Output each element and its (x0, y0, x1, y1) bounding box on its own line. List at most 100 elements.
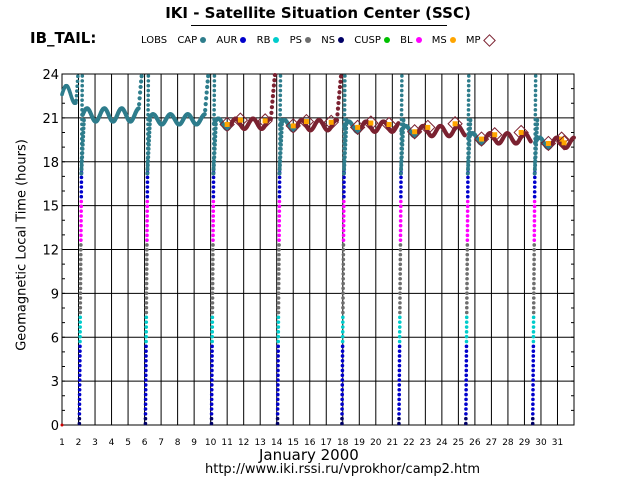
trace-point-aur (399, 180, 403, 185)
trace-point-rb (144, 339, 148, 344)
trace-point-ps (78, 272, 83, 276)
trace-point-cap (466, 79, 471, 83)
trace-point-aur (210, 363, 214, 368)
mp-crossing-marker (420, 119, 436, 136)
trace-point-aur (210, 383, 214, 387)
cap-data-point (136, 106, 141, 111)
trace-point-bl (145, 219, 149, 223)
trace-point-cap (399, 103, 404, 107)
cap-data-point (81, 134, 86, 139)
trace-point-aur (143, 402, 148, 407)
trace-point-ps (464, 310, 469, 315)
trace-point-ps (78, 267, 83, 271)
trace-point-cap (466, 88, 471, 93)
trace-point-ps (144, 267, 149, 271)
mp-crossing-marker (487, 127, 503, 143)
mp-crossing-marker (447, 116, 463, 132)
trace-point-ps (465, 281, 469, 286)
trace-point-ns (143, 421, 148, 426)
trace-point-ps (211, 252, 215, 257)
trace-point-bl (277, 214, 282, 218)
trace-point-aur (277, 190, 282, 194)
trace-point-aur (276, 383, 280, 387)
trace-point-aur (342, 180, 346, 185)
trace-point-bl (79, 219, 83, 223)
trace-point-ps (398, 291, 402, 296)
trace-point-cap (212, 108, 216, 112)
trace-point-bl (341, 219, 346, 223)
trace-point-ps (398, 310, 402, 315)
trace-point-rb (464, 315, 469, 320)
trace-point-bl (145, 209, 150, 213)
trace-point-aur (145, 190, 150, 194)
x-tick-label: 26 (469, 438, 481, 448)
trace-point-bl (398, 204, 403, 209)
cap-data-point (80, 155, 85, 160)
trace-point-aur (532, 185, 537, 189)
trace-point-rb (464, 325, 469, 329)
trace-point-aur (397, 387, 402, 392)
ms-data-point (412, 129, 418, 135)
trace-point-bl (79, 238, 83, 242)
trace-point-aur (276, 378, 280, 382)
cap-data-point (211, 163, 216, 168)
x-tick-label: 10 (205, 438, 217, 448)
y-tick-label: 24 (42, 68, 59, 83)
trace-point-rb (531, 334, 536, 339)
trace-point-aur (276, 349, 280, 353)
trace-point-aur (275, 402, 280, 407)
trace-point-ps (341, 252, 346, 257)
x-tick-label: 18 (337, 438, 349, 448)
cap-data-point (146, 155, 151, 160)
trace-point-ps (532, 257, 536, 262)
trace-point-bl (341, 228, 346, 233)
trace-point-cap (399, 108, 404, 112)
cap-data-point (80, 142, 85, 147)
cap-data-point (213, 134, 218, 139)
cap-data-point (146, 142, 151, 147)
cap-data-point (203, 102, 208, 107)
trace-point-aur (465, 190, 470, 194)
trace-point-cap (399, 112, 404, 117)
trace-point-rb (276, 334, 281, 339)
trace-point-bl (532, 228, 537, 233)
trace-point-aur (464, 358, 469, 363)
trace-point-cap (533, 98, 538, 102)
trace-point-bl (341, 223, 346, 228)
trace-point-aur (464, 402, 468, 407)
trace-point-cap (342, 112, 347, 117)
trace-point-ps (341, 247, 346, 252)
trace-point-cap (278, 88, 283, 93)
mp-crossing-marker (349, 119, 366, 136)
trace-point-rb (144, 334, 148, 339)
trace-point-aur (209, 392, 214, 397)
trace-point-aur (209, 412, 214, 416)
trace-point-aur (342, 190, 346, 194)
trace-point-cap (80, 74, 85, 78)
x-tick-label: 13 (254, 438, 265, 448)
trace-point-ps (341, 243, 346, 247)
mp-data-point (270, 94, 276, 99)
trace-point-cap (80, 103, 84, 107)
trace-point-aur (397, 402, 401, 407)
x-tick-label: 12 (238, 438, 249, 448)
trace-point-bl (277, 199, 282, 204)
trace-point-cap (533, 74, 538, 78)
cap-data-point (145, 159, 150, 164)
trace-point-bl (341, 238, 346, 242)
trace-point-ps (144, 310, 149, 315)
trace-point-ps (78, 286, 83, 291)
trace-point-bl (145, 228, 149, 233)
trace-point-cap (533, 83, 538, 88)
trace-point-bl (211, 204, 216, 209)
trace-point-aur (78, 368, 82, 373)
trace-point-ps (276, 310, 281, 315)
trace-point-aur (77, 392, 82, 397)
cap-data-point (400, 146, 405, 151)
trace-point-ps (211, 243, 215, 247)
trace-point-bl (465, 214, 470, 218)
mp-crossing-marker (473, 131, 490, 147)
x-tick-label: 3 (92, 438, 98, 448)
trace-point-cap (278, 83, 283, 88)
